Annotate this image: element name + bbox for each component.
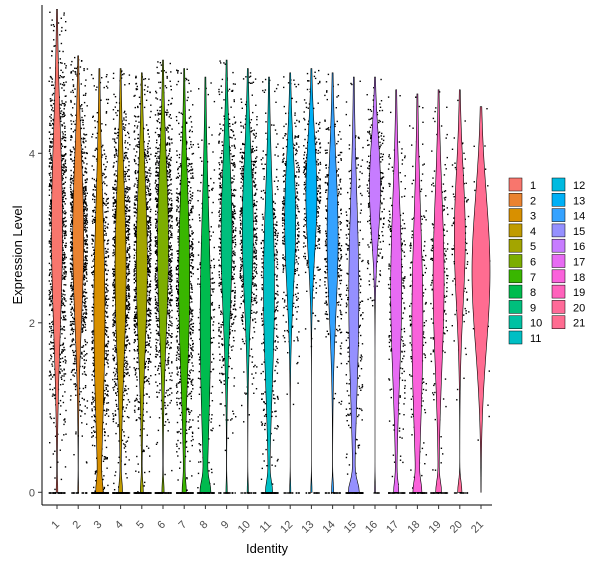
x-tick-label: 18 — [405, 519, 422, 536]
violin-4 — [114, 68, 127, 493]
violin-1 — [51, 8, 63, 493]
legend-key-12 — [551, 177, 566, 192]
violin-14 — [326, 72, 339, 493]
legend-key-14 — [551, 208, 566, 222]
x-tick-label: 1 — [49, 519, 62, 532]
y-axis-title: Expression Level — [10, 205, 25, 304]
x-tick-label: 12 — [278, 519, 295, 536]
legend-key-15 — [551, 223, 566, 238]
legend-label-1: 1 — [530, 180, 536, 192]
x-tick-label: 13 — [299, 519, 316, 536]
legend-key-13 — [551, 193, 566, 207]
x-tick-label: 2 — [71, 519, 84, 532]
legend-key-18 — [551, 269, 566, 284]
legend-key-11 — [508, 330, 523, 345]
legend-key-3 — [508, 208, 523, 222]
violin-7 — [178, 68, 191, 493]
violin-12 — [284, 72, 297, 493]
x-tick-label: 15 — [342, 519, 359, 536]
x-tick-label: 10 — [236, 519, 253, 536]
legend-label-11: 11 — [530, 333, 541, 345]
legend-label-12: 12 — [573, 180, 585, 192]
legend-key-2 — [508, 193, 523, 207]
violin-21 — [471, 106, 491, 493]
violin-18 — [411, 93, 424, 493]
y-tick-label: 2 — [29, 318, 35, 330]
x-tick-label: 17 — [384, 519, 401, 536]
legend-label-6: 6 — [530, 257, 536, 269]
x-tick-label: 5 — [134, 519, 147, 532]
legend-key-1 — [508, 177, 523, 192]
legend-label-19: 19 — [573, 287, 585, 299]
legend-label-5: 5 — [530, 241, 536, 253]
legend-label-9: 9 — [530, 302, 536, 314]
violin-layer — [51, 8, 491, 493]
x-tick-label: 8 — [198, 519, 211, 532]
legend-label-15: 15 — [573, 226, 585, 238]
legend-label-10: 10 — [530, 318, 542, 330]
x-tick-label: 6 — [155, 519, 168, 532]
x-tick-label: 14 — [321, 519, 338, 536]
violin-17 — [390, 89, 402, 493]
x-tick-label: 7 — [177, 519, 190, 532]
legend-key-8 — [508, 284, 523, 299]
violin-3 — [93, 68, 106, 493]
legend-key-19 — [551, 284, 566, 299]
legend-label-18: 18 — [573, 272, 585, 284]
violin-5 — [136, 72, 148, 493]
x-tick-label: 4 — [113, 519, 126, 532]
legend-key-10 — [508, 315, 523, 329]
violin-8 — [199, 76, 212, 493]
x-tick-label: 19 — [427, 519, 444, 536]
legend-key-9 — [508, 300, 523, 314]
legend-label-17: 17 — [573, 257, 585, 269]
violin-20 — [454, 89, 466, 493]
x-axis-title: Identity — [246, 541, 288, 556]
legend-label-2: 2 — [530, 195, 536, 207]
x-tick-label: 9 — [219, 519, 232, 532]
legend-label-3: 3 — [530, 211, 536, 223]
legend-key-20 — [551, 300, 566, 314]
violin-13 — [305, 68, 318, 493]
violin-6 — [157, 59, 169, 493]
x-tick-label: 11 — [258, 519, 275, 536]
x-tick-label: 3 — [92, 519, 105, 532]
legend-label-20: 20 — [573, 302, 585, 314]
legend-label-13: 13 — [573, 195, 585, 207]
legend-key-17 — [551, 254, 566, 268]
legend-key-16 — [551, 238, 566, 253]
x-tick-label: 21 — [469, 519, 486, 536]
legend-key-5 — [508, 238, 523, 253]
legend-label-14: 14 — [573, 211, 585, 223]
y-tick-label: 0 — [29, 487, 35, 499]
y-tick-label: 4 — [29, 148, 35, 160]
violin-16 — [369, 76, 381, 493]
x-tick-label: 16 — [363, 519, 380, 536]
legend-key-6 — [508, 254, 523, 268]
violin-11 — [263, 76, 275, 493]
legend-key-4 — [508, 223, 523, 238]
violin-2 — [72, 55, 84, 493]
legend-label-21: 21 — [573, 318, 585, 330]
violin-9 — [220, 59, 233, 493]
legend-label-8: 8 — [530, 287, 536, 299]
violin-15 — [347, 76, 360, 493]
legend-label-4: 4 — [530, 226, 536, 238]
x-tick-label: 20 — [448, 519, 465, 536]
legend-key-21 — [551, 315, 566, 329]
violin-19 — [432, 89, 445, 493]
legend-key-7 — [508, 269, 523, 284]
legend-label-16: 16 — [573, 241, 585, 253]
legend-label-7: 7 — [530, 272, 536, 284]
violin-10 — [242, 68, 254, 493]
